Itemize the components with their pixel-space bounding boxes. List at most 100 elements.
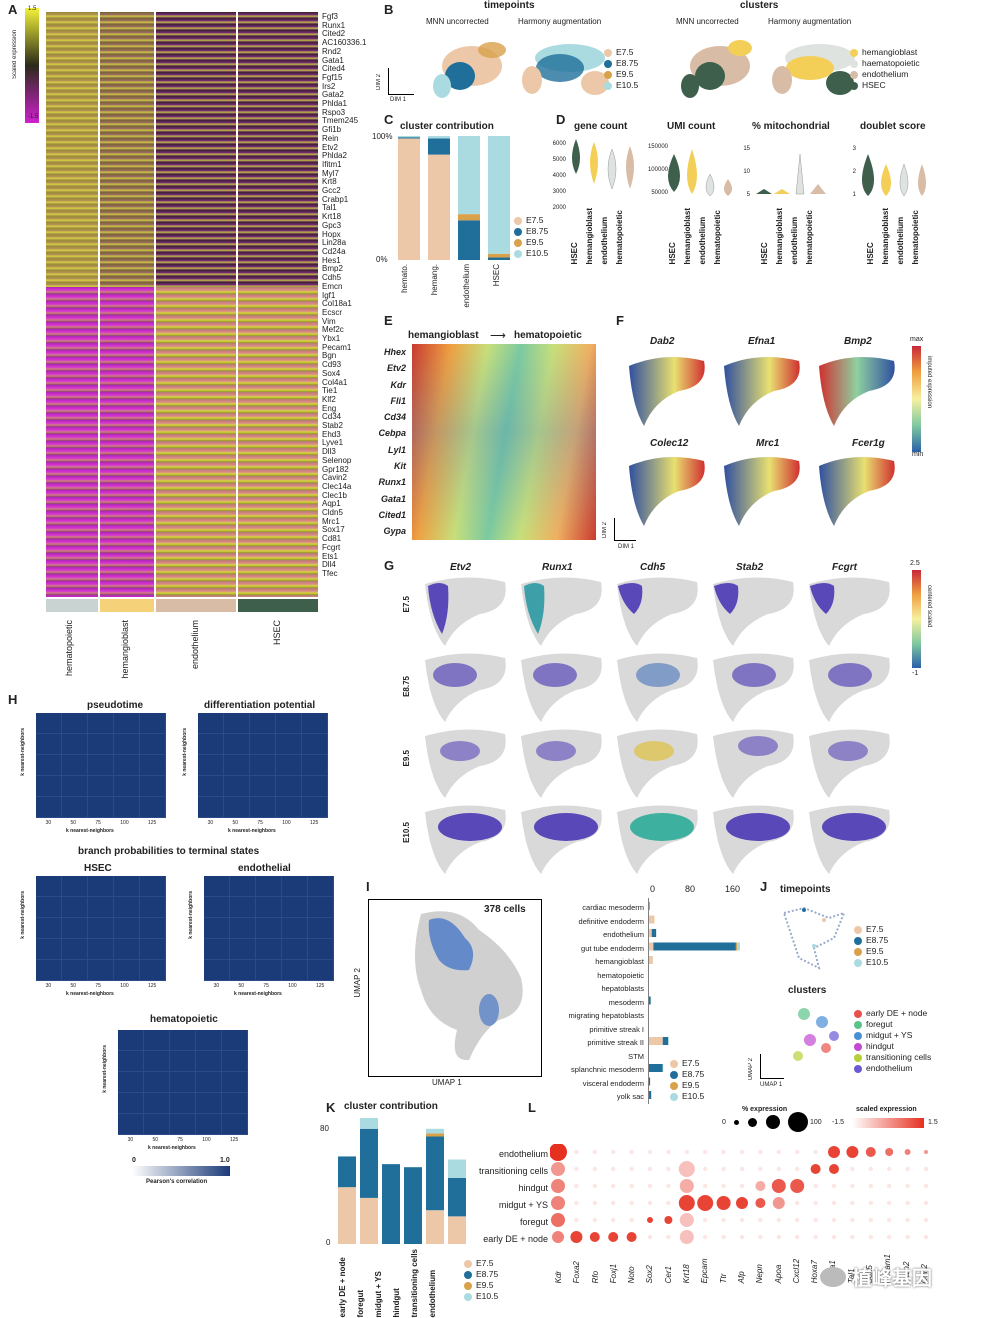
gene-label: Sox4 bbox=[322, 368, 341, 378]
b-sub-mnn-1: MNN uncorrected bbox=[426, 17, 489, 26]
gene-label: Gata2 bbox=[322, 90, 344, 100]
gene-label: Runx1 bbox=[322, 20, 346, 30]
h-xlabel-5: k nearest-neighbors bbox=[148, 1145, 196, 1151]
gene-label: Gpc3 bbox=[322, 220, 342, 230]
l-dot bbox=[608, 1232, 619, 1242]
j-umap1: UMAP 1 bbox=[760, 1082, 783, 1088]
i-bar-E8.75 bbox=[649, 996, 651, 1005]
cluster-label-hsec: HSEC bbox=[272, 620, 282, 646]
l-dot bbox=[739, 1217, 745, 1223]
panel-letter-i: I bbox=[366, 879, 370, 894]
l-scaled-max: 1.5 bbox=[928, 1119, 938, 1126]
h-cell bbox=[222, 1051, 248, 1072]
gene-label: Etv2 bbox=[322, 142, 339, 152]
gene-label: Col4a1 bbox=[322, 377, 348, 387]
g-time-3: E10.5 bbox=[402, 822, 411, 843]
h-cell bbox=[62, 797, 88, 818]
gene-label: Tfec bbox=[322, 569, 338, 578]
h-cell bbox=[222, 1093, 248, 1114]
h-cell bbox=[36, 960, 62, 981]
l-dot bbox=[810, 1164, 821, 1174]
g-gene-4: Fcgrt bbox=[832, 562, 857, 573]
l-dot bbox=[865, 1147, 876, 1157]
d-ticks-umi: 150000 100000 50000 bbox=[647, 144, 668, 196]
i-xticks: 0 80 160 bbox=[650, 884, 740, 894]
h-cell bbox=[256, 960, 282, 981]
f-max: max bbox=[910, 336, 924, 343]
l-dot bbox=[905, 1234, 910, 1240]
l-dot bbox=[755, 1181, 766, 1191]
gene-label: Klf2 bbox=[322, 394, 336, 404]
i-bar-E7.5 bbox=[649, 929, 652, 937]
l-dot bbox=[828, 1146, 840, 1158]
l-dot bbox=[551, 1213, 565, 1227]
k-bar-E8.75 bbox=[338, 1156, 356, 1188]
c-bar-E7.5 bbox=[428, 154, 450, 260]
f-colorbar bbox=[912, 346, 921, 452]
c-bar-E10.5 bbox=[398, 136, 420, 138]
l-dot bbox=[813, 1183, 818, 1189]
l-dot bbox=[629, 1183, 634, 1189]
l-dot bbox=[846, 1146, 859, 1158]
h-cell bbox=[114, 960, 140, 981]
l-dot bbox=[679, 1230, 694, 1244]
panel-letter-l: L bbox=[528, 1100, 536, 1115]
gene-label: Clec14a bbox=[322, 481, 352, 491]
gene-label: Cavin2 bbox=[322, 473, 347, 483]
h-cell bbox=[198, 713, 224, 734]
k-bar-E8.75 bbox=[448, 1177, 466, 1217]
h-cell bbox=[230, 960, 256, 981]
h-cell bbox=[250, 776, 276, 797]
h-cell bbox=[256, 939, 282, 960]
h-cell bbox=[198, 776, 224, 797]
h-cell bbox=[88, 897, 114, 918]
h-cell bbox=[256, 918, 282, 939]
c-bar-E9.5 bbox=[488, 253, 510, 258]
gene-label: Col18a1 bbox=[322, 299, 352, 309]
e-gene-label: Cd34 bbox=[383, 412, 406, 423]
l-dot bbox=[552, 1231, 564, 1243]
k-xlabel: hindgut bbox=[392, 1288, 401, 1318]
l-dot bbox=[850, 1234, 855, 1240]
gene-label: Stab2 bbox=[322, 421, 343, 431]
l-dot bbox=[771, 1179, 786, 1193]
b-umaps bbox=[433, 40, 855, 98]
e-title-left: hemangioblast bbox=[408, 330, 479, 341]
l-dot bbox=[678, 1161, 695, 1177]
i-category-label: primitive streak II bbox=[587, 1038, 644, 1047]
l-dot bbox=[666, 1200, 671, 1206]
e-gene-label: Gata1 bbox=[380, 493, 406, 504]
e-gene-label: Hhex bbox=[383, 347, 406, 357]
k-bar-E7.5 bbox=[360, 1197, 378, 1244]
h-cell bbox=[256, 876, 282, 897]
l-gene-label: Noto bbox=[627, 1266, 637, 1284]
l-dot bbox=[905, 1183, 910, 1189]
h-cell bbox=[144, 1030, 170, 1051]
l-dot bbox=[611, 1200, 616, 1206]
l-dot bbox=[790, 1179, 805, 1193]
k-bar-E9.5 bbox=[426, 1133, 444, 1137]
d-title-0: gene count bbox=[574, 121, 628, 132]
h-matrix-diffpot bbox=[198, 713, 328, 818]
gene-label: Cd34 bbox=[322, 412, 342, 422]
gene-label: Krt8 bbox=[322, 177, 337, 187]
l-dot bbox=[629, 1166, 634, 1172]
violin-group-mito bbox=[756, 153, 826, 195]
heatmap-a bbox=[46, 12, 318, 597]
h-cell bbox=[196, 1030, 222, 1051]
i-umap-box bbox=[368, 899, 542, 1077]
l-dot bbox=[574, 1200, 579, 1206]
h-cell bbox=[198, 734, 224, 755]
gene-label: Bmp2 bbox=[322, 264, 343, 274]
violin-group-gene bbox=[572, 139, 634, 190]
h-cell bbox=[36, 734, 62, 755]
gene-label: Mrc1 bbox=[322, 516, 340, 526]
l-gene-label: Epcam bbox=[700, 1258, 710, 1284]
h-matrix-hsec bbox=[36, 876, 166, 981]
b-umap-mnn-cluster bbox=[681, 40, 752, 98]
l-dot bbox=[647, 1217, 653, 1223]
l-dot bbox=[758, 1234, 763, 1240]
h-cell bbox=[36, 876, 62, 897]
h-cell bbox=[170, 1093, 196, 1114]
gene-label: Cdh5 bbox=[322, 273, 342, 283]
